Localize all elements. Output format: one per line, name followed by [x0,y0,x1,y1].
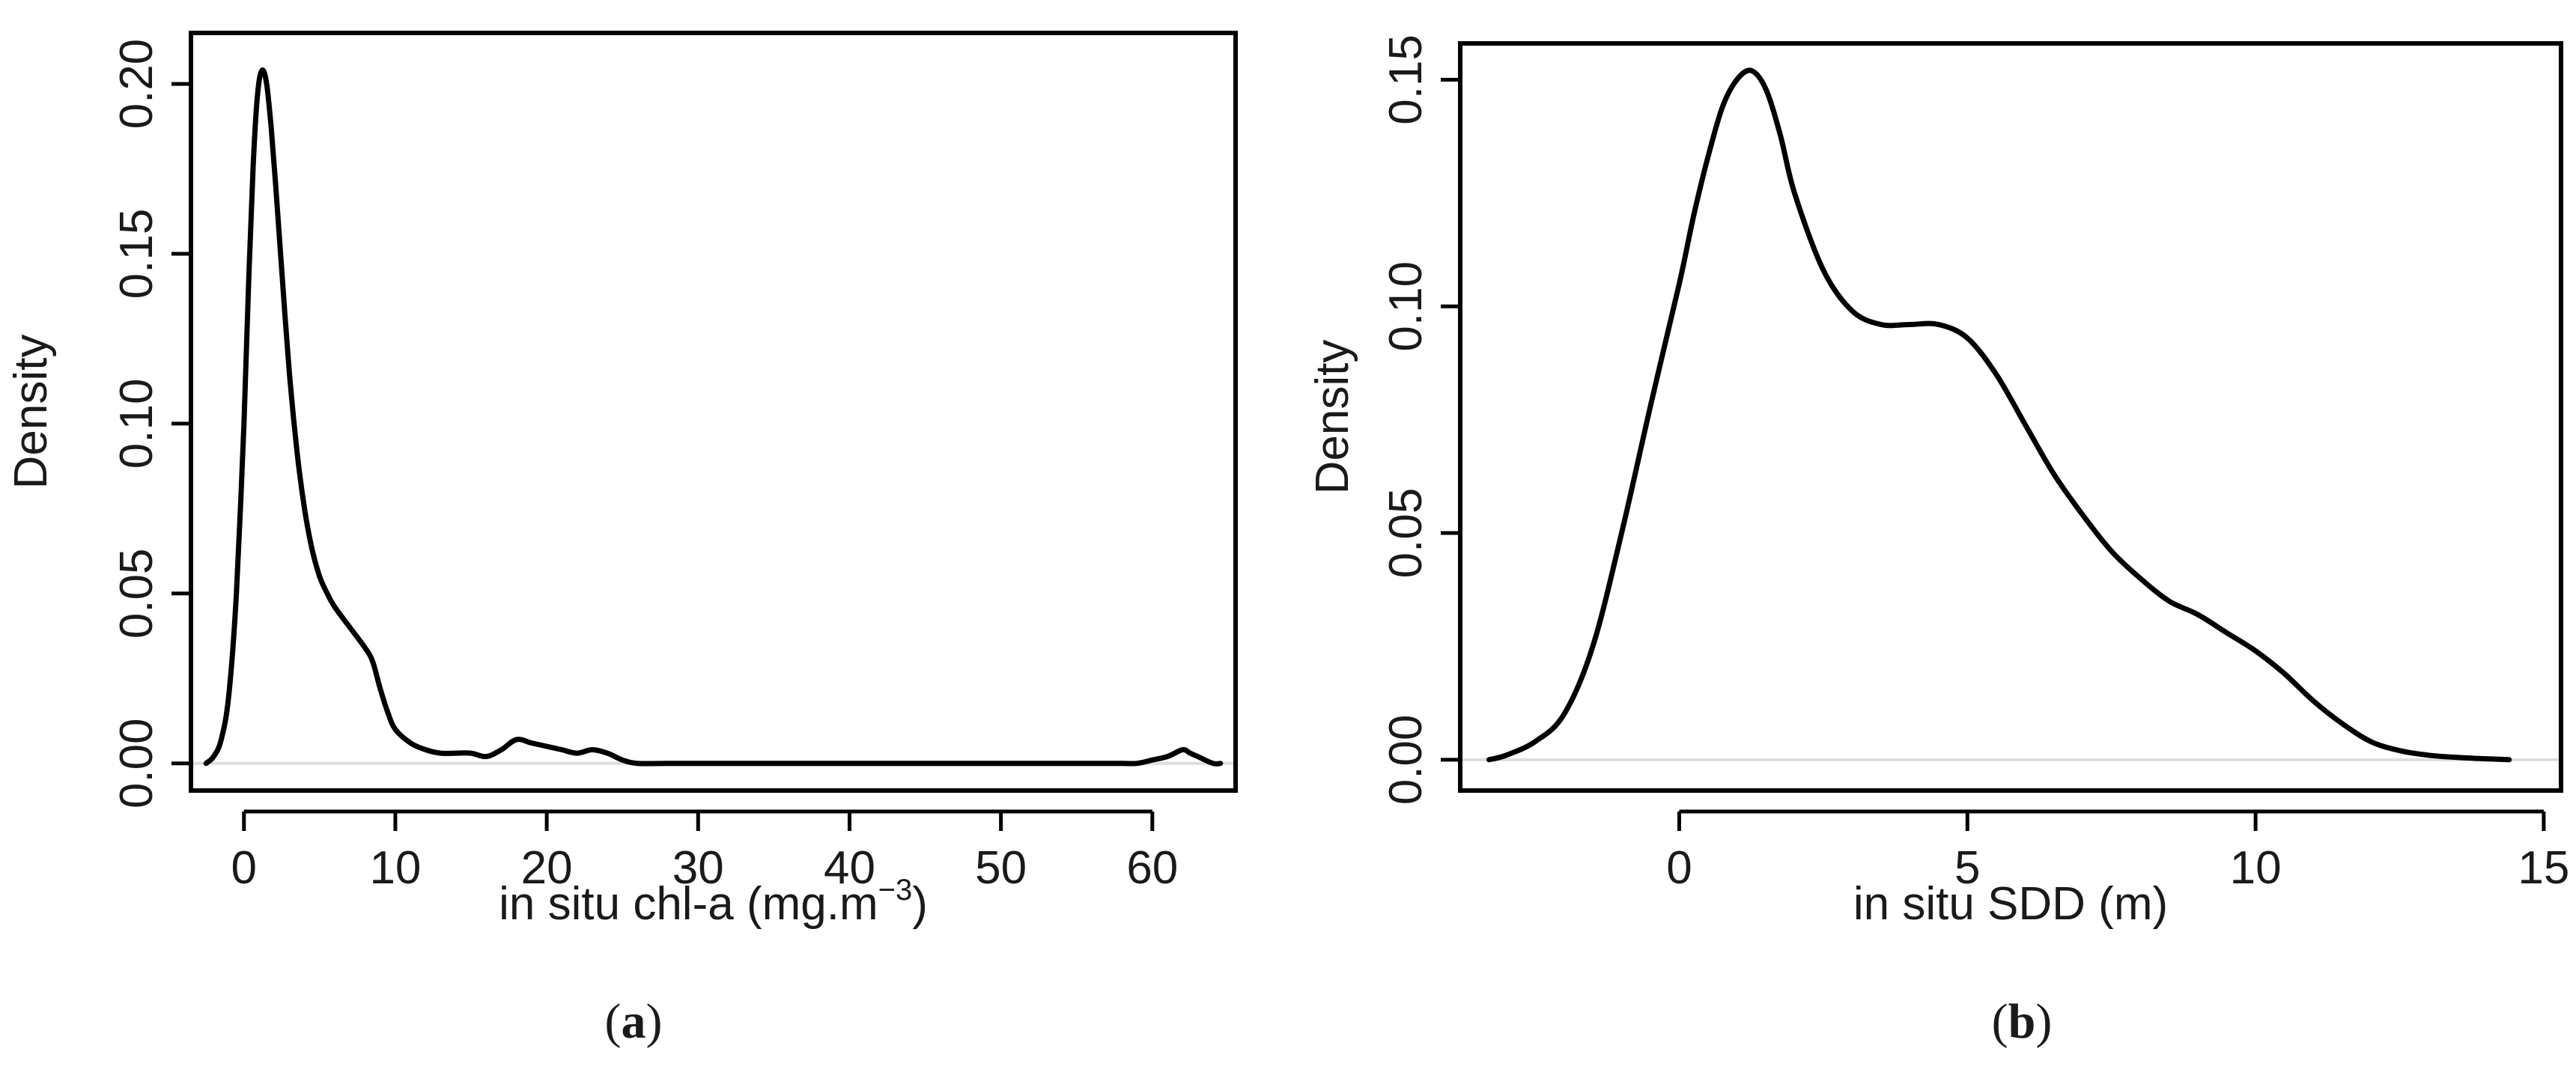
plot-frame-b [1458,41,2563,793]
y-tick-label: 0.10 [1380,261,1432,352]
panel-label-b: (b) [1992,994,2053,1049]
panel-label-a-open: ( [605,994,622,1049]
x-axis-ticks-b: 0 5 10 15 [1666,809,2569,894]
chart-panel-a: 0.00 0.05 0.10 0.15 0.20 0 10 20 30 40 50 60 Densi… [5,31,1238,1049]
plot-frame-a [189,31,1238,793]
y-tick-label: 0.05 [1380,488,1432,579]
x-tick-label: 5 [1954,842,1980,894]
x-tick-label: 10 [369,842,421,894]
x-tick-label: 0 [231,842,257,894]
x-tick-label: 30 [672,842,724,894]
x-axis-title-b: in situ SDD (m) [1853,878,2168,930]
x-tick-label: 60 [1126,842,1178,894]
x-tick-label: 20 [521,842,573,894]
x-tick-label: 10 [2230,842,2282,894]
y-tick-label: 0.00 [111,718,162,808]
panel-label-a-close: ) [646,994,663,1049]
y-tick-label: 0.05 [111,548,162,639]
y-tick-label: 0.00 [1380,714,1432,805]
y-tick-label: 0.15 [1380,34,1432,125]
density-curve-chl-a [203,67,1224,767]
y-tick-label: 0.15 [111,209,162,299]
panel-label-b-letter: b [2008,994,2036,1049]
x-axis-title-a: in situ chl-a (mg.m−3) [499,874,928,930]
panel-label-a-letter: a [622,994,646,1049]
x-tick-label: 50 [975,842,1027,894]
x-axis-title-a-suffix: ) [912,878,928,930]
x-axis-ticks-a: 0 10 20 30 40 50 60 [231,809,1178,894]
x-axis-title-a-main: in situ chl-a (mg.m [499,878,878,930]
y-tick-label: 0.20 [111,39,162,130]
y-axis-ticks-a: 0.00 0.05 0.10 0.15 0.20 [111,39,191,808]
x-tick-label: 15 [2518,842,2569,894]
panel-label-b-close: ) [2035,994,2052,1049]
x-tick-label: 40 [824,842,875,894]
x-axis-title-a-superscript: −3 [878,874,913,907]
y-axis-title-a: Density [5,335,57,490]
chart-panel-b: 0.00 0.05 0.10 0.15 0 5 10 15 Density in situ … [1307,34,2569,1049]
panel-label-b-open: ( [1992,994,2008,1049]
y-tick-label: 0.10 [111,379,162,469]
y-axis-ticks-b: 0.00 0.05 0.10 0.15 [1380,34,1460,805]
y-axis-title-b: Density [1307,340,1358,495]
x-tick-label: 0 [1666,842,1692,894]
panel-label-a: (a) [605,994,663,1049]
density-curve-sdd [1486,67,2512,763]
